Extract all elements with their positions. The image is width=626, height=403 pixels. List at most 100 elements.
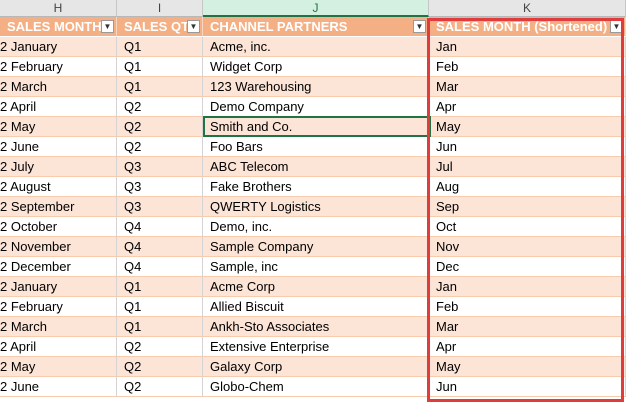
truncated-cell-prefix: 2: [0, 59, 11, 74]
channel-partner-cell[interactable]: Fake Brothers: [203, 177, 429, 197]
truncated-cell-prefix: 2: [0, 219, 11, 234]
truncated-cell-prefix: 2: [0, 339, 11, 354]
filter-dropdown-icon[interactable]: ▼: [413, 20, 426, 33]
sales-qtr-cell[interactable]: Q1: [117, 57, 203, 77]
month-short-cell[interactable]: Jun: [429, 377, 626, 397]
sales-month-cell[interactable]: 2 August: [0, 177, 117, 197]
month-short-cell[interactable]: May: [429, 117, 626, 137]
sales-qtr-cell[interactable]: Q4: [117, 257, 203, 277]
channel-partner-cell[interactable]: Sample Company: [203, 237, 429, 257]
sales-month-cell[interactable]: 2 March: [0, 317, 117, 337]
channel-partner-cell[interactable]: Allied Biscuit: [203, 297, 429, 317]
column-header-j[interactable]: J: [203, 0, 429, 17]
sales-month-cell[interactable]: 2 June: [0, 137, 117, 157]
sales-month-cell[interactable]: 2 September: [0, 197, 117, 217]
channel-partner-cell[interactable]: Globo-Chem: [203, 377, 429, 397]
sales-month-cell[interactable]: 2 July: [0, 157, 117, 177]
month-short-cell[interactable]: Jan: [429, 277, 626, 297]
month-short-cell[interactable]: Sep: [429, 197, 626, 217]
sales-qtr-cell[interactable]: Q3: [117, 177, 203, 197]
month-short-cell[interactable]: Feb: [429, 297, 626, 317]
channel-partner-cell[interactable]: Demo, inc.: [203, 217, 429, 237]
sales-qtr-cell[interactable]: Q1: [117, 37, 203, 57]
sales-qtr-cell[interactable]: Q2: [117, 137, 203, 157]
cell-text: January: [10, 39, 58, 54]
column-header-k[interactable]: K: [429, 0, 626, 17]
channel-partner-cell[interactable]: QWERTY Logistics: [203, 197, 429, 217]
truncated-cell-prefix: 2: [0, 279, 11, 294]
truncated-cell-prefix: 2: [0, 319, 11, 334]
sales-qtr-cell[interactable]: Q3: [117, 197, 203, 217]
truncated-cell-prefix: 2: [0, 99, 11, 114]
filter-dropdown-icon[interactable]: ▼: [187, 20, 200, 33]
month-short-cell[interactable]: Nov: [429, 237, 626, 257]
channel-partner-cell[interactable]: Galaxy Corp: [203, 357, 429, 377]
sales-qtr-cell[interactable]: Q2: [117, 97, 203, 117]
table-row: 2 May Q2 Galaxy Corp May: [0, 357, 626, 377]
cell-text: May: [10, 119, 36, 134]
sales-qtr-cell[interactable]: Q2: [117, 117, 203, 137]
month-short-cell[interactable]: Aug: [429, 177, 626, 197]
sales-qtr-cell[interactable]: Q4: [117, 237, 203, 257]
cell-text: January: [10, 279, 58, 294]
table-row: 2 May Q2 Smith and Co. May: [0, 117, 626, 137]
sales-month-cell[interactable]: 2 December: [0, 257, 117, 277]
sales-month-cell[interactable]: 2 January: [0, 37, 117, 57]
sales-month-cell[interactable]: 2 May: [0, 117, 117, 137]
truncated-cell-prefix: 2: [0, 379, 11, 394]
sales-qtr-cell[interactable]: Q1: [117, 277, 203, 297]
sales-month-cell[interactable]: 2 May: [0, 357, 117, 377]
month-short-cell[interactable]: Mar: [429, 317, 626, 337]
table-row: 2 August Q3 Fake Brothers Aug: [0, 177, 626, 197]
sales-qtr-cell[interactable]: Q2: [117, 357, 203, 377]
filter-dropdown-icon[interactable]: ▼: [101, 20, 114, 33]
filter-dropdown-icon[interactable]: ▼: [610, 20, 623, 33]
channel-partner-cell[interactable]: 123 Warehousing: [203, 77, 429, 97]
table-header-cell[interactable]: SALES MONTH ▼: [0, 17, 117, 37]
channel-partner-cell[interactable]: Smith and Co.: [203, 117, 429, 137]
truncated-cell-prefix: 2: [0, 159, 11, 174]
sales-qtr-cell[interactable]: Q3: [117, 157, 203, 177]
channel-partner-cell[interactable]: ABC Telecom: [203, 157, 429, 177]
column-header-i[interactable]: I: [117, 0, 203, 17]
sales-qtr-cell[interactable]: Q1: [117, 77, 203, 97]
channel-partner-cell[interactable]: Widget Corp: [203, 57, 429, 77]
sales-month-cell[interactable]: 2 February: [0, 297, 117, 317]
table-header-cell[interactable]: SALES MONTH (Shortened) ▼: [429, 17, 626, 37]
channel-partner-cell[interactable]: Ankh-Sto Associates: [203, 317, 429, 337]
channel-partner-cell[interactable]: Sample, inc: [203, 257, 429, 277]
month-short-cell[interactable]: Jan: [429, 37, 626, 57]
month-short-cell[interactable]: Apr: [429, 337, 626, 357]
month-short-cell[interactable]: Mar: [429, 77, 626, 97]
sales-month-cell[interactable]: 2 March: [0, 77, 117, 97]
cell-text: June: [10, 139, 40, 154]
sales-month-cell[interactable]: 2 April: [0, 337, 117, 357]
month-short-cell[interactable]: Apr: [429, 97, 626, 117]
sales-month-cell[interactable]: 2 January: [0, 277, 117, 297]
sales-month-cell[interactable]: 2 October: [0, 217, 117, 237]
sales-qtr-cell[interactable]: Q1: [117, 317, 203, 337]
channel-partner-cell[interactable]: Extensive Enterprise: [203, 337, 429, 357]
channel-partner-cell[interactable]: Acme Corp: [203, 277, 429, 297]
month-short-cell[interactable]: Jun: [429, 137, 626, 157]
table-header-cell[interactable]: SALES QTR ▼: [117, 17, 203, 37]
sales-qtr-cell[interactable]: Q4: [117, 217, 203, 237]
month-short-cell[interactable]: Oct: [429, 217, 626, 237]
sales-month-cell[interactable]: 2 February: [0, 57, 117, 77]
sales-qtr-cell[interactable]: Q1: [117, 297, 203, 317]
month-short-cell[interactable]: Feb: [429, 57, 626, 77]
column-header-h[interactable]: H: [0, 0, 117, 17]
sales-qtr-cell[interactable]: Q2: [117, 377, 203, 397]
sales-qtr-cell[interactable]: Q2: [117, 337, 203, 357]
channel-partner-cell[interactable]: Demo Company: [203, 97, 429, 117]
channel-partner-cell[interactable]: Foo Bars: [203, 137, 429, 157]
sales-month-cell[interactable]: 2 June: [0, 377, 117, 397]
month-short-cell[interactable]: May: [429, 357, 626, 377]
cell-text: September: [10, 199, 75, 214]
month-short-cell[interactable]: Jul: [429, 157, 626, 177]
channel-partner-cell[interactable]: Acme, inc.: [203, 37, 429, 57]
table-header-cell[interactable]: CHANNEL PARTNERS ▼: [203, 17, 429, 37]
sales-month-cell[interactable]: 2 November: [0, 237, 117, 257]
month-short-cell[interactable]: Dec: [429, 257, 626, 277]
sales-month-cell[interactable]: 2 April: [0, 97, 117, 117]
